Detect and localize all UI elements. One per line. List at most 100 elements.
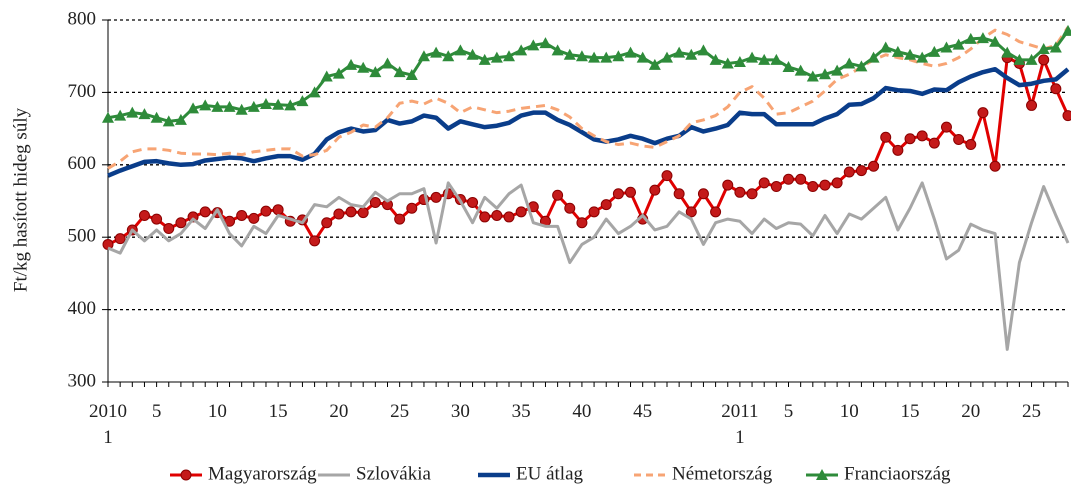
data-point [369, 196, 381, 208]
data-point [1037, 42, 1050, 54]
data-point [746, 188, 758, 200]
data-point [916, 130, 928, 142]
data-point [333, 208, 345, 220]
x-tick-label: 2011 1 [721, 401, 759, 448]
data-point [952, 38, 965, 50]
data-point [891, 45, 904, 57]
data-point [479, 211, 491, 223]
data-point [490, 51, 503, 63]
data-point [296, 95, 309, 107]
data-point [588, 51, 601, 63]
data-point [794, 64, 807, 76]
data-point [405, 69, 418, 81]
legend-label: Németország [672, 463, 773, 484]
data-point [394, 213, 406, 225]
data-point [357, 61, 370, 73]
data-point [357, 207, 369, 219]
data-point [272, 98, 285, 110]
data-point [964, 32, 977, 44]
data-point [442, 50, 455, 62]
data-point [940, 41, 953, 53]
data-point [625, 186, 637, 198]
data-point [150, 111, 163, 123]
data-point [648, 58, 661, 70]
data-point [199, 206, 211, 218]
data-point [491, 209, 503, 221]
data-point [393, 66, 406, 78]
data-point [259, 97, 272, 109]
data-point [478, 53, 491, 65]
data-point [1050, 83, 1062, 95]
y-tick-label: 600 [68, 153, 97, 174]
data-point [928, 45, 941, 57]
data-point [564, 202, 576, 214]
legend-marker [180, 469, 192, 481]
data-point [588, 206, 600, 218]
data-point [843, 166, 855, 178]
data-point [527, 39, 540, 51]
y-tick-label: 700 [68, 81, 97, 102]
legend-label: Magyarország [208, 463, 317, 484]
data-point [114, 233, 126, 245]
data-point [552, 189, 564, 201]
data-point [879, 41, 892, 53]
y-tick-label: 500 [68, 226, 97, 247]
data-point [806, 70, 819, 82]
data-point [575, 50, 588, 62]
data-point [746, 51, 759, 63]
legend-label: Franciaország [844, 463, 951, 484]
data-point [612, 50, 625, 62]
data-point [563, 48, 576, 60]
data-point [126, 106, 139, 118]
data-point [758, 177, 770, 189]
data-point [162, 115, 175, 127]
data-point [661, 170, 673, 182]
data-point [1062, 24, 1071, 36]
data-point [345, 206, 357, 218]
data-point [795, 173, 807, 185]
x-tick-label: 35 [511, 401, 531, 422]
data-point [138, 209, 150, 221]
data-point [673, 46, 686, 58]
data-point [770, 53, 783, 65]
series-line [107, 26, 1070, 170]
data-point [114, 109, 127, 121]
data-point [308, 86, 321, 98]
data-point [600, 199, 612, 211]
data-point [430, 191, 442, 203]
series-line [107, 181, 1070, 351]
data-point [867, 51, 880, 63]
data-point [467, 196, 479, 208]
data-point [733, 55, 746, 67]
data-point [199, 99, 212, 111]
legend-marker [816, 469, 828, 480]
data-point [151, 213, 163, 225]
data-point [697, 188, 709, 200]
legend-label: Szlovákia [356, 463, 431, 484]
data-point [965, 139, 977, 151]
data-point [369, 66, 382, 78]
data-point [417, 50, 430, 62]
data-point [503, 211, 515, 223]
data-point [320, 70, 333, 82]
data-point [855, 165, 867, 177]
data-point [236, 209, 248, 221]
data-point [309, 235, 321, 247]
x-tick-label: 10 [839, 401, 859, 422]
x-tick-label: 5 [151, 401, 162, 422]
data-point [175, 217, 187, 229]
data-point [880, 131, 892, 143]
data-point [138, 108, 151, 120]
data-point [710, 206, 722, 218]
data-point [977, 107, 989, 119]
data-point [576, 217, 588, 229]
x-tick-label: 2010 1 [89, 401, 127, 448]
data-point [187, 102, 200, 114]
data-point [600, 51, 613, 63]
x-tick-label: 10 [207, 401, 227, 422]
data-point [515, 206, 527, 218]
data-point [1013, 53, 1026, 65]
data-point [685, 48, 698, 60]
data-point [709, 53, 722, 65]
data-point [406, 202, 418, 214]
